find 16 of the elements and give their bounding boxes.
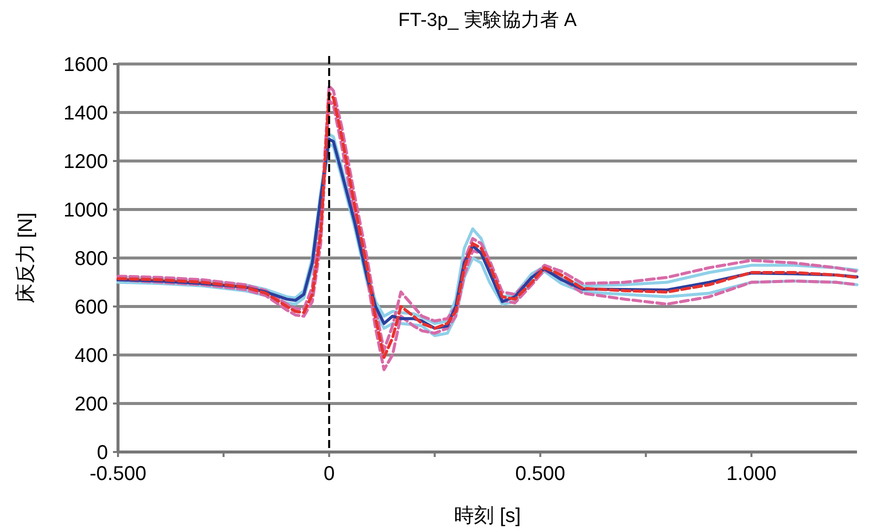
y-tick-label: 1400 <box>64 102 108 124</box>
y-tick-label: 800 <box>74 248 108 270</box>
x-tick-label: -0.500 <box>90 463 146 485</box>
y-axis-title: 床反力 [N] <box>15 212 37 304</box>
y-tick-label: 0 <box>96 442 108 464</box>
x-tick-label: 0.500 <box>515 463 566 485</box>
y-tick-label: 1000 <box>64 200 108 222</box>
y-tick-label: 400 <box>74 345 108 367</box>
x-tick-label: 1.000 <box>726 463 776 485</box>
chart-title: FT-3p_ 実験協力者 A <box>398 9 578 31</box>
x-axis-title: 時刻 [s] <box>454 505 521 527</box>
y-tick-label: 200 <box>74 394 108 416</box>
x-tick-label: 0 <box>324 463 335 485</box>
y-tick-label: 1600 <box>64 54 108 76</box>
y-tick-label: 1200 <box>64 151 108 173</box>
y-tick-label: 600 <box>74 296 108 318</box>
